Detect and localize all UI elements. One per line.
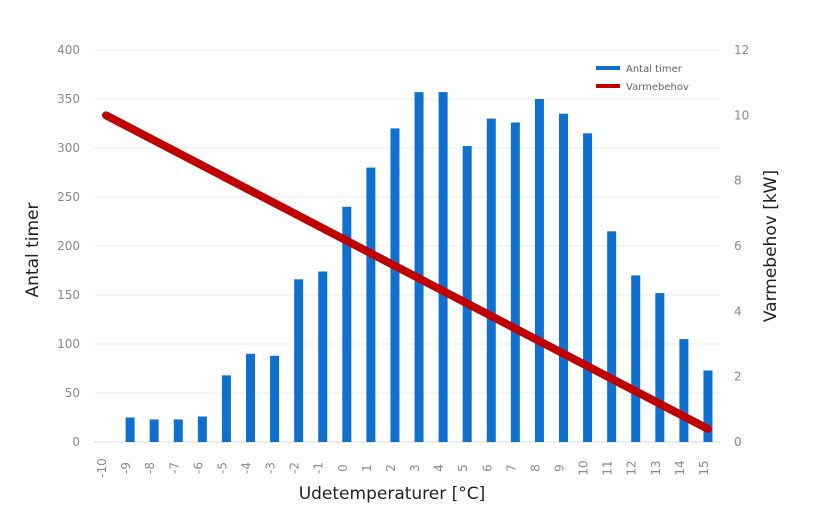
x-tick-label: 15 — [697, 460, 711, 475]
x-tick-label: -5 — [215, 462, 229, 474]
x-tick-label: 8 — [528, 464, 542, 472]
bar-13 — [655, 293, 665, 442]
varmebehov-line — [102, 111, 712, 433]
bar-7 — [510, 122, 520, 443]
right-axis-ticks: 0 2 4 6 8 10 12 — [734, 43, 749, 449]
right-tick-label: 8 — [734, 174, 742, 188]
bar--5 — [221, 375, 231, 442]
bar-15 — [703, 370, 713, 442]
x-tick-label: -4 — [240, 462, 254, 474]
bar--3 — [270, 355, 280, 442]
left-tick-label: 100 — [57, 337, 80, 351]
x-tick-label: 9 — [553, 464, 567, 472]
x-tick-label: 4 — [432, 464, 446, 472]
right-tick-label: 6 — [734, 239, 742, 253]
bar--8 — [149, 419, 159, 442]
bar--6 — [197, 416, 207, 442]
bar-8 — [534, 99, 544, 442]
line-series-varmebehov — [102, 111, 712, 433]
left-tick-label: 400 — [57, 43, 80, 57]
x-tick-label: -2 — [288, 462, 302, 474]
bar-9 — [559, 113, 568, 442]
x-tick-label: 1 — [360, 464, 374, 472]
bar--9 — [125, 417, 135, 442]
bar--2 — [294, 279, 304, 442]
right-tick-label: 12 — [734, 43, 749, 57]
bar-0 — [342, 206, 352, 442]
bar-10 — [583, 133, 593, 443]
right-tick-label: 10 — [734, 108, 749, 122]
x-tick-label: -7 — [167, 462, 181, 474]
x-tick-label: -6 — [191, 462, 205, 474]
bar-12 — [631, 275, 641, 442]
x-tick-label: 5 — [456, 464, 470, 472]
bar-14 — [679, 339, 689, 442]
left-tick-label: 0 — [72, 435, 80, 449]
x-tick-label: -9 — [119, 462, 133, 474]
x-axis-label: Udetemperaturer [°C] — [299, 484, 486, 504]
left-tick-label: 250 — [57, 190, 80, 204]
right-tick-label: 2 — [734, 370, 742, 384]
bar--1 — [318, 271, 328, 442]
x-tick-label: 2 — [384, 464, 398, 472]
x-tick-label: 0 — [336, 464, 350, 472]
bar-3 — [414, 92, 424, 442]
x-tick-label: 10 — [577, 460, 591, 475]
legend-varmebehov-label: Varmebehov — [626, 82, 689, 93]
legend-antal-timer-label: Antal timer — [626, 64, 683, 75]
x-tick-label: 6 — [480, 464, 494, 472]
x-tick-label: 7 — [504, 464, 518, 472]
x-tick-label: 12 — [625, 460, 639, 475]
left-tick-label: 350 — [57, 92, 80, 106]
left-axis-ticks: 0 50 100 150 200 250 300 350 400 — [57, 43, 80, 449]
x-tick-label: -10 — [95, 458, 109, 478]
x-tick-label: 3 — [408, 464, 422, 472]
x-tick-label: 14 — [673, 460, 687, 475]
right-tick-label: 4 — [734, 304, 742, 318]
left-tick-label: 50 — [65, 386, 80, 400]
left-tick-label: 300 — [57, 141, 80, 155]
bar-1 — [366, 167, 376, 442]
left-tick-label: 150 — [57, 288, 80, 302]
bar-4 — [438, 92, 448, 442]
x-tick-label: 13 — [649, 460, 663, 475]
right-axis-label: Varmebehov [kW] — [761, 170, 781, 322]
bar-11 — [607, 231, 617, 442]
x-tick-label: -8 — [143, 462, 157, 474]
bar--4 — [246, 353, 255, 442]
x-tick-label: 11 — [601, 460, 615, 475]
bar-series-antal-timer — [125, 92, 713, 443]
legend: Antal timer Varmebehov — [596, 64, 689, 93]
bar-6 — [486, 118, 496, 442]
x-tick-label: -3 — [264, 462, 278, 474]
x-axis-ticks: -10 -9 -8 -7 -6 -5 -4 -3 -2 -1 0 1 2 3 4 5 6 7 8 9 10 11 12 13 1… — [95, 458, 711, 478]
x-tick-label: -1 — [312, 462, 326, 474]
right-tick-label: 0 — [734, 435, 742, 449]
left-axis-label: Antal timer — [23, 202, 43, 297]
left-tick-label: 200 — [57, 239, 80, 253]
bar-2 — [390, 128, 400, 442]
bar--7 — [173, 419, 183, 442]
bar-5 — [462, 146, 472, 443]
